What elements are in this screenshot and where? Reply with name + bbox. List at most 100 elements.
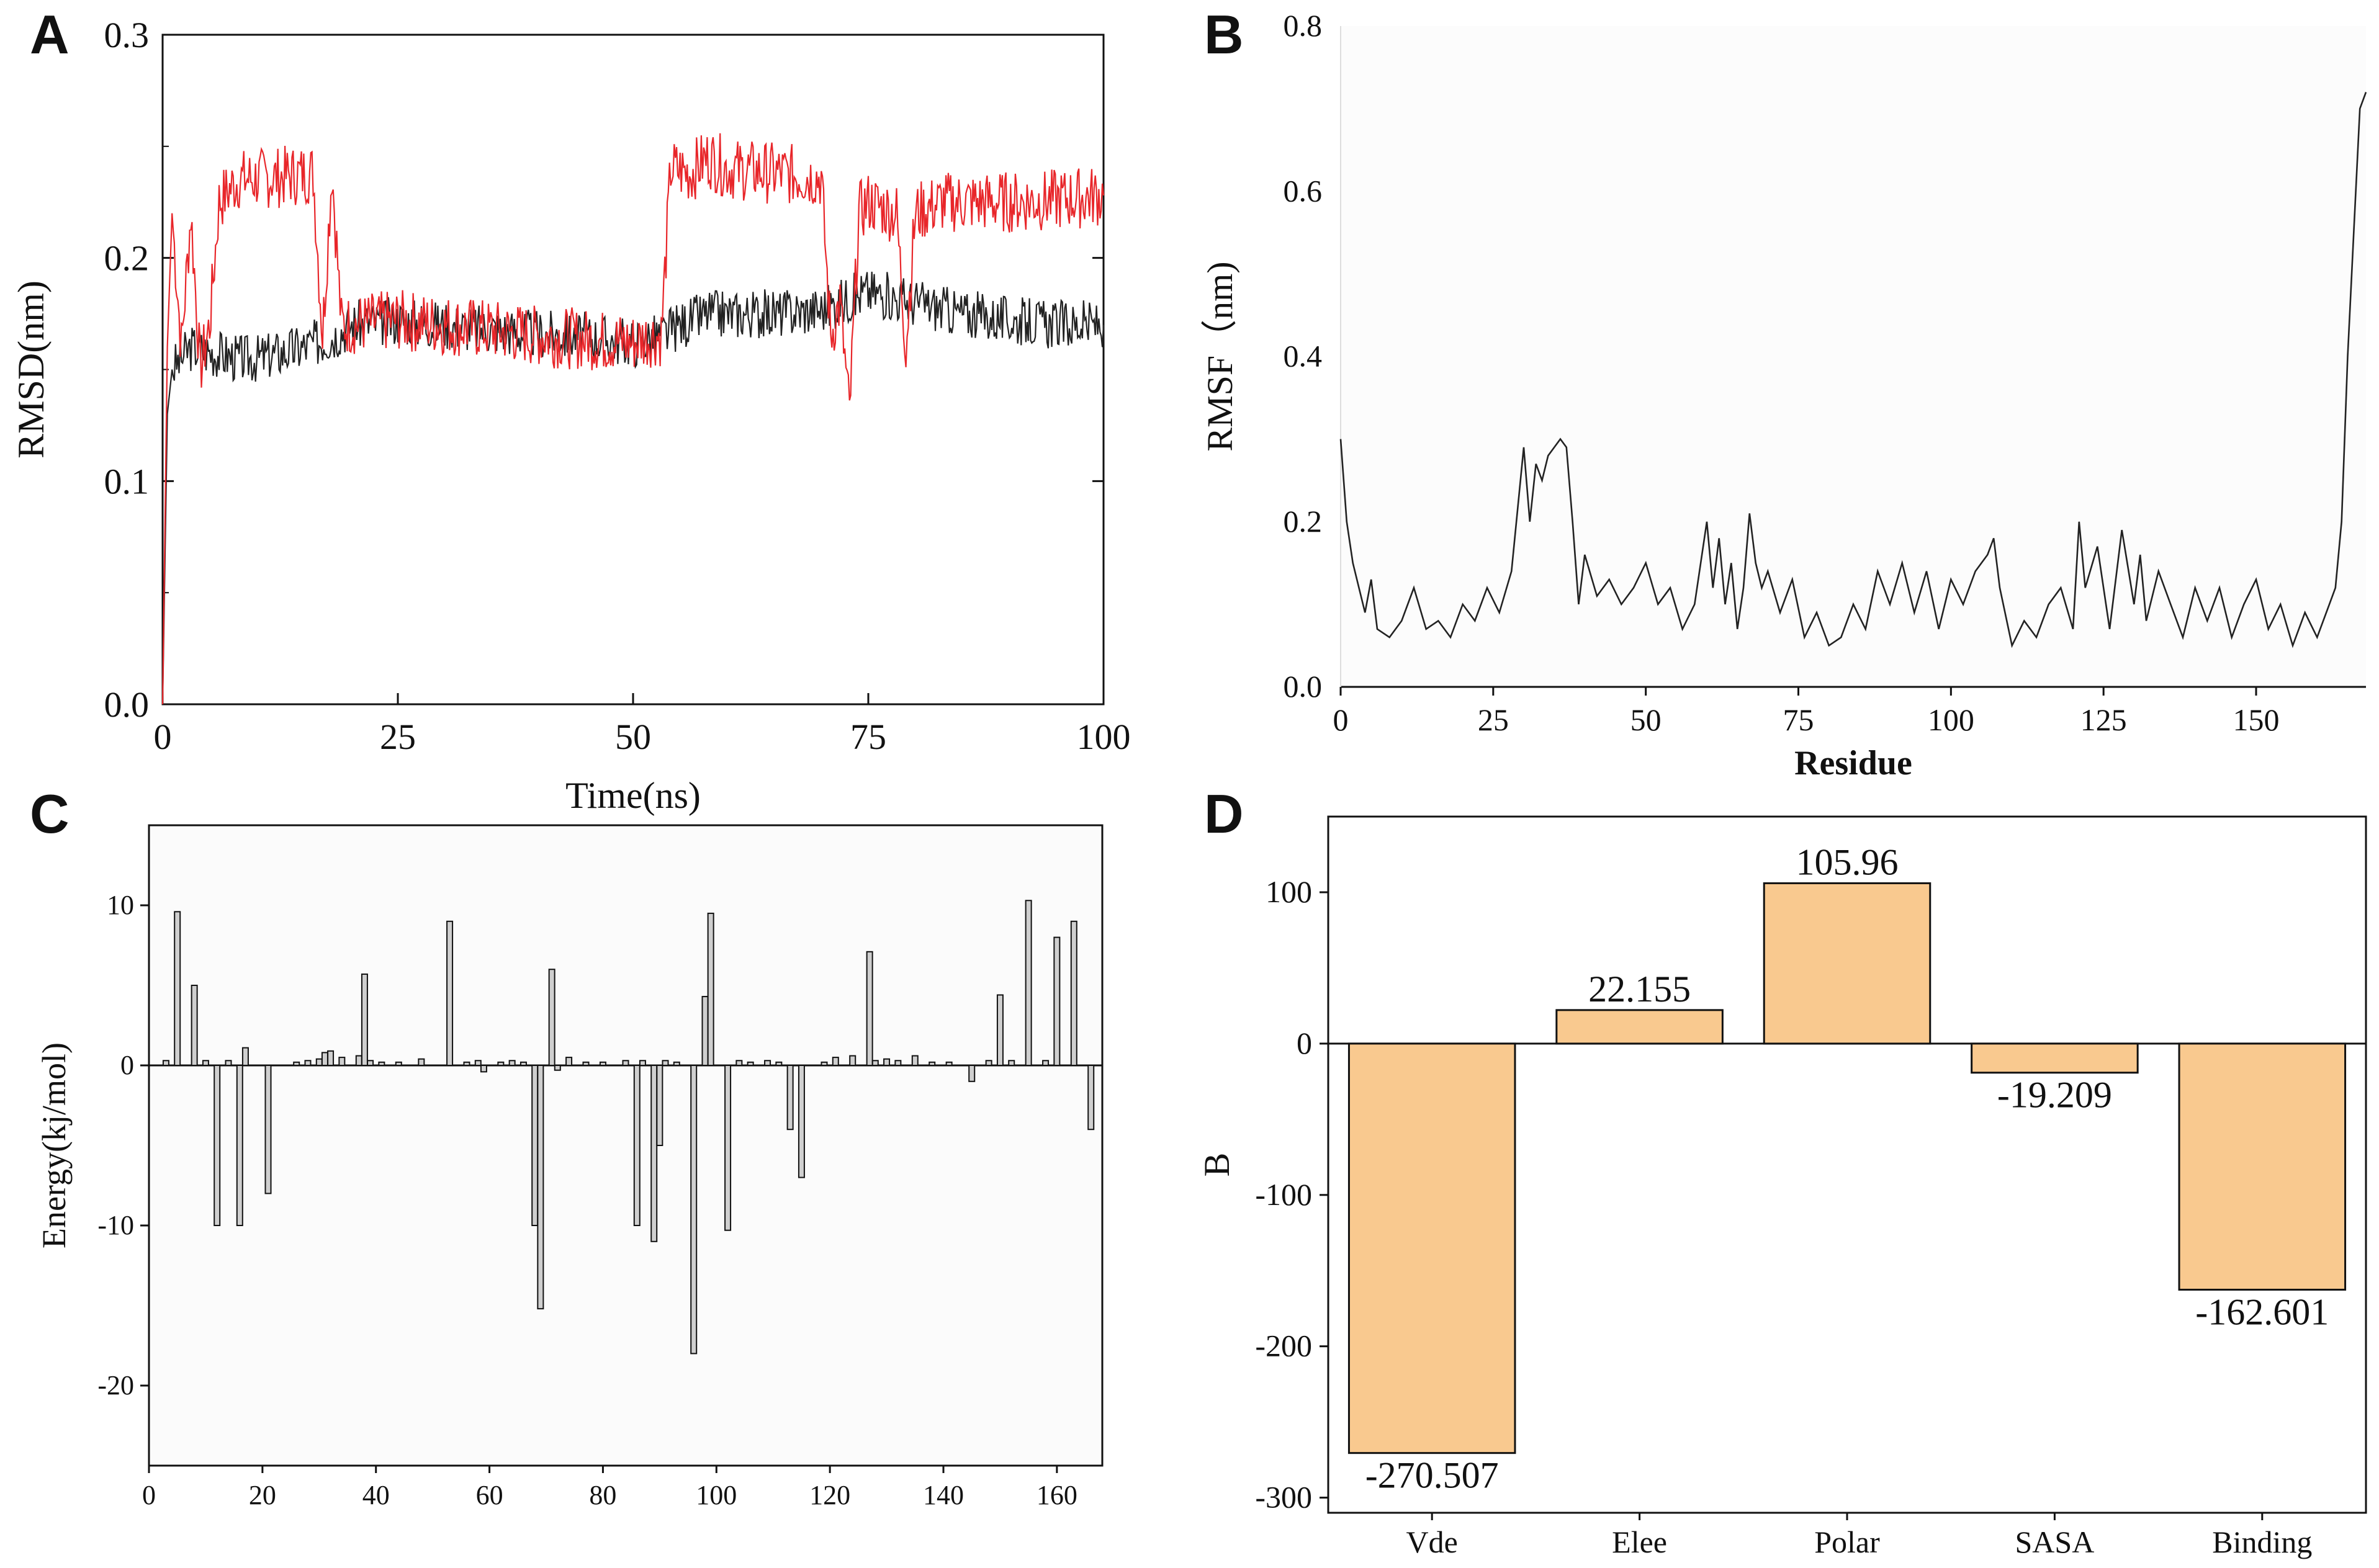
energy-bar [707, 912, 714, 1066]
y-axis-title: RMSF（nm) [1200, 261, 1240, 451]
plot-area [1341, 26, 2366, 687]
energy-bar [894, 1060, 902, 1067]
energy-bar [775, 1061, 783, 1066]
y-tick-label: 0.6 [1284, 173, 1323, 208]
x-tick-label: 75 [850, 717, 886, 757]
x-tick-label: 50 [1630, 702, 1662, 737]
data-label-polar: 105.96 [1796, 841, 1899, 882]
x-tick-label: Elee [1612, 1525, 1667, 1559]
energy-bar [378, 1061, 385, 1066]
chart-d: -300 -200 -100 0 100 -270.507 Vde 22.155 Elee 105… [0, 782, 2379, 1568]
y-tick-label: 0.4 [1284, 339, 1323, 374]
y-tick-label: 0.3 [104, 15, 150, 55]
energy-bar [650, 1065, 658, 1242]
y-tick-label: -300 [1255, 1480, 1312, 1515]
y-axis-title: RMSD(nm) [11, 280, 52, 459]
energy-bar [1087, 1065, 1095, 1131]
chart-d-svg: -300 -200 -100 0 100 -270.507 Vde 22.155 Elee 105… [1197, 815, 2367, 1559]
series-line-red [161, 133, 1105, 705]
bar-vde [1347, 1042, 1516, 1454]
plot-frame [161, 34, 1105, 706]
y-tick-label: 0.2 [104, 238, 150, 279]
energy-bar [565, 1057, 573, 1067]
x-tick-label: 125 [2080, 702, 2127, 737]
energy-bar [474, 1060, 482, 1067]
chart-c: -20 -10 0 10 0 20 40 60 80 100 120 140 160 Energy(kj/… [0, 782, 1189, 1568]
energy-bar [554, 1065, 561, 1071]
y-tick-label: 0.2 [1284, 504, 1323, 539]
energy-bar [599, 1061, 606, 1066]
energy-bar [463, 1061, 470, 1066]
x-tick-label: 25 [380, 717, 416, 757]
energy-bar [264, 1065, 272, 1194]
chart-b: 0.0 0.2 0.4 0.6 0.8 0 25 50 75 100 125 150 Residue RM… [1200, 8, 2367, 782]
energy-bar [480, 1065, 487, 1073]
y-axis-title: Energy(kj/mol) [35, 1042, 73, 1248]
y-tick-label: -200 [1255, 1328, 1312, 1363]
x-tick-label: 140 [923, 1480, 964, 1510]
x-axis-title: Residue [1794, 744, 1912, 782]
energy-bar [690, 1065, 698, 1355]
data-label-vde: -270.507 [1365, 1455, 1499, 1496]
energy-bar [866, 951, 873, 1066]
y-tick-label: -100 [1255, 1177, 1312, 1212]
energy-bar [446, 920, 454, 1066]
panel-label-b: B [1204, 4, 1244, 65]
bar-elee [1555, 1009, 1724, 1045]
y-tick-label: -10 [97, 1210, 134, 1240]
energy-bar [821, 1061, 828, 1066]
y-tick-label: -20 [97, 1370, 134, 1400]
energy-bar [191, 985, 198, 1066]
energy-bar [633, 1065, 641, 1226]
x-tick-label: 0 [1333, 702, 1349, 737]
energy-bar [985, 1060, 992, 1067]
chart-a-svg: 0.0 0.1 0.2 0.3 0 25 50 75 100 Time(ns) RMSD(nm) [11, 15, 1131, 816]
energy-bar [747, 1061, 754, 1066]
data-label-elee: 22.155 [1588, 969, 1691, 1010]
energy-bar [1070, 920, 1077, 1066]
energy-bar [508, 1060, 516, 1067]
data-label-sasa: -19.209 [1997, 1075, 2112, 1116]
energy-bar [395, 1061, 402, 1066]
panel-label-c: C [30, 783, 70, 844]
chart-a: 0.0 0.1 0.2 0.3 0 25 50 75 100 Time(ns) RMSD(nm) [0, 0, 1189, 816]
energy-bar [832, 1057, 839, 1067]
panel-label-a: A [30, 4, 70, 65]
energy-bar [639, 1060, 646, 1067]
x-tick-label: Polar [1814, 1525, 1880, 1559]
x-tick-label: 80 [589, 1480, 616, 1510]
panel-label-d: D [1204, 783, 1244, 844]
energy-bar [798, 1065, 805, 1178]
y-tick-label: 100 [1266, 874, 1312, 909]
energy-bar [911, 1055, 919, 1066]
x-tick-label: 120 [809, 1480, 850, 1510]
energy-bar [338, 1057, 346, 1067]
energy-bar [519, 1061, 527, 1066]
energy-bar [945, 1061, 953, 1066]
energy-bar [673, 1061, 680, 1066]
energy-bar [724, 1065, 732, 1231]
energy-bar [327, 1050, 335, 1066]
energy-bar [548, 969, 555, 1067]
energy-bar [883, 1058, 891, 1066]
x-tick-label: 100 [696, 1480, 737, 1510]
energy-bar [764, 1060, 771, 1067]
x-tick-label: 160 [1037, 1480, 1077, 1510]
x-tick-label: 100 [1077, 717, 1131, 757]
x-tick-label: 20 [249, 1480, 276, 1510]
x-tick-label: 75 [1783, 702, 1814, 737]
bar-polar [1763, 882, 1932, 1045]
x-tick-label: 40 [362, 1480, 390, 1510]
energy-bar [304, 1060, 312, 1067]
x-tick-label: 0 [154, 717, 172, 757]
chart-b-svg: 0.0 0.2 0.4 0.6 0.8 0 25 50 75 100 125 150 Residue RM… [1200, 8, 2367, 782]
x-tick-label: 25 [1478, 702, 1509, 737]
energy-bar [214, 1065, 221, 1226]
energy-bar [1042, 1060, 1050, 1067]
y-axis-title: B [1197, 1153, 1237, 1177]
energy-bar [656, 1065, 663, 1146]
x-tick-label: Binding [2212, 1525, 2312, 1559]
x-tick-label: Vde [1406, 1525, 1458, 1559]
energy-bar [293, 1061, 300, 1066]
